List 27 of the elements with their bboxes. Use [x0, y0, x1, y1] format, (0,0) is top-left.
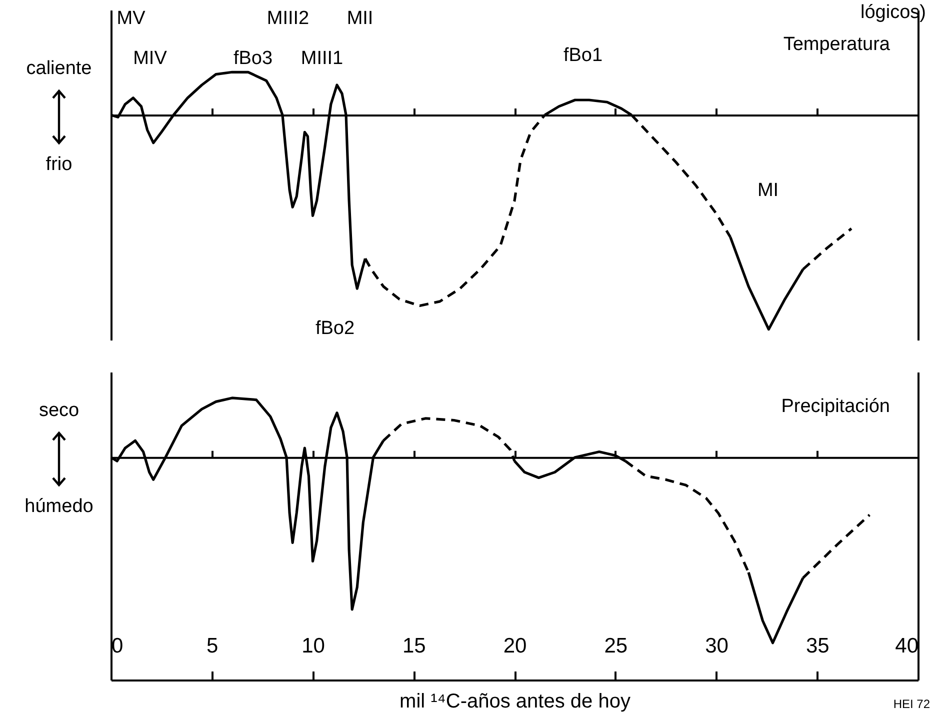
text: frio [46, 154, 72, 175]
x-tick-label: 30 [705, 634, 728, 658]
text: MIII2 [266, 8, 310, 29]
x-tick-label: 5 [206, 634, 218, 658]
chart-title: Precipitación [781, 396, 890, 417]
text: caliente [26, 58, 92, 79]
x-tick-label: 20 [503, 634, 527, 658]
text: fBo3 [233, 48, 273, 69]
text: MIV [133, 48, 168, 69]
annotation: MI [757, 180, 779, 201]
text: fBo1 [563, 45, 603, 66]
text: HEI 72 [893, 697, 930, 711]
chart-subtitle: lógicos) [860, 2, 926, 23]
x-axis-title: mil ¹⁴C-años antes de hoy [400, 690, 630, 712]
x-tick-label: 0 [112, 634, 124, 658]
x-tick-label: 35 [806, 634, 830, 658]
text: húmedo [24, 496, 94, 517]
x-tick-label: 25 [604, 634, 628, 658]
annotation: fBo2 [315, 318, 355, 339]
chart-title: Temperatura [783, 34, 890, 55]
x-tick-label: 10 [302, 634, 325, 658]
text: MV [116, 8, 146, 29]
x-tick-label: 40 [895, 634, 918, 658]
x-tick-label: 15 [402, 634, 426, 658]
text: MIII1 [300, 48, 344, 69]
text: seco [38, 400, 80, 421]
text: MII [346, 8, 374, 29]
